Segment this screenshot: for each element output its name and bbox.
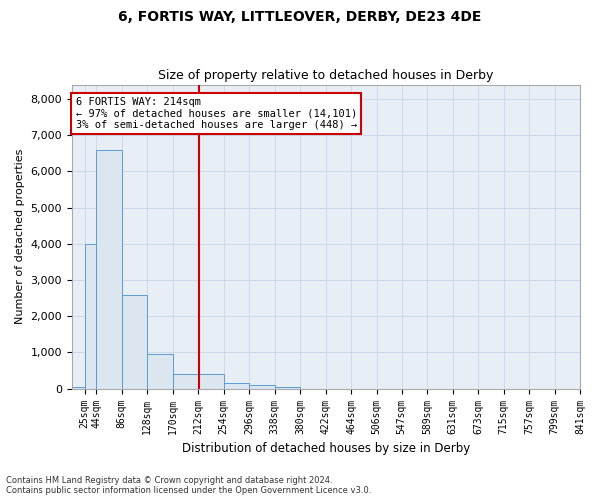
Bar [85,244,96,388]
Text: 6 FORTIS WAY: 214sqm
← 97% of detached houses are smaller (14,101)
3% of semi-de: 6 FORTIS WAY: 214sqm ← 97% of detached h… [76,97,357,130]
Bar [173,374,198,388]
Title: Size of property relative to detached houses in Derby: Size of property relative to detached ho… [158,69,494,82]
Bar [96,150,122,388]
Bar [147,354,173,388]
Bar [275,387,300,388]
Bar [198,374,224,388]
Text: 6, FORTIS WAY, LITTLEOVER, DERBY, DE23 4DE: 6, FORTIS WAY, LITTLEOVER, DERBY, DE23 4… [118,10,482,24]
Text: Contains HM Land Registry data © Crown copyright and database right 2024.
Contai: Contains HM Land Registry data © Crown c… [6,476,371,495]
Bar [72,387,85,388]
Bar [224,384,249,388]
X-axis label: Distribution of detached houses by size in Derby: Distribution of detached houses by size … [182,442,470,455]
Bar [122,294,147,388]
Y-axis label: Number of detached properties: Number of detached properties [15,149,25,324]
Bar [249,385,275,388]
